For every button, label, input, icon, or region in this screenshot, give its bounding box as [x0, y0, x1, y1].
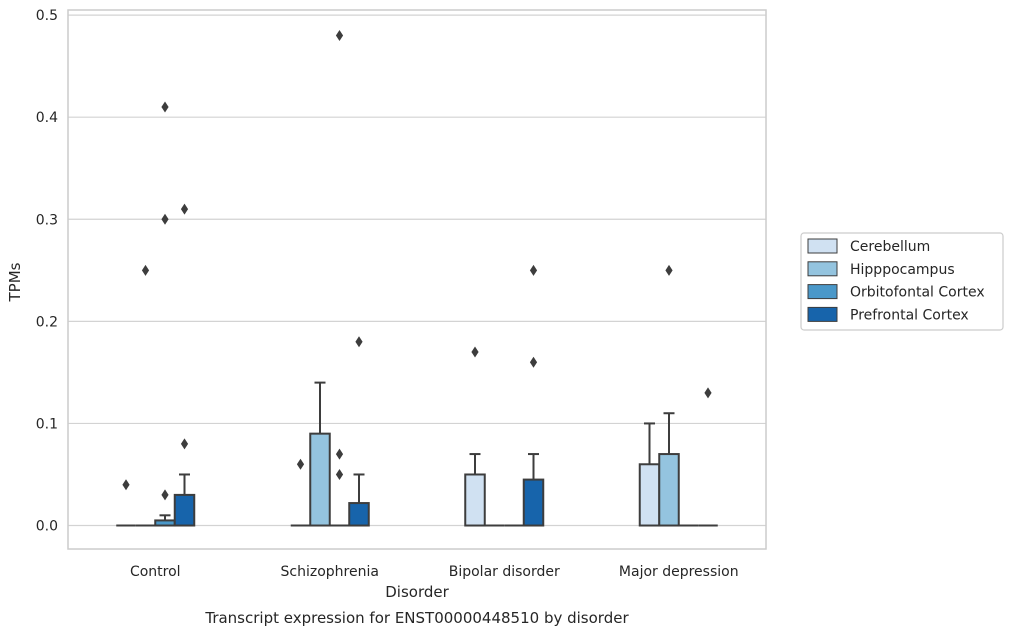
box-body: [522, 478, 545, 527]
outlier-point: [296, 458, 305, 470]
outlier-point: [180, 203, 189, 215]
x-axis-ticks: Control Schizophrenia Bipolar disorder Majo…: [130, 564, 739, 580]
box-orbitofontal-cortex: [154, 514, 176, 527]
legend-label: Prefrontal Cortex: [850, 307, 969, 323]
y-tick-label: 0.1: [36, 416, 58, 432]
outlier-point: [529, 264, 538, 276]
y-axis-label: TPMs: [6, 262, 24, 302]
legend-swatch: [807, 238, 838, 254]
box-hipppocampus: [658, 412, 680, 527]
outlier-point: [335, 468, 344, 480]
legend-swatch: [807, 306, 838, 322]
outlier-point: [471, 346, 479, 358]
outlier-point: [665, 264, 673, 276]
box-body: [154, 519, 176, 527]
box-body: [638, 463, 661, 527]
y-tick-label: 0.4: [36, 110, 58, 126]
legend-label: Cerebellum: [850, 239, 930, 255]
box-body: [309, 432, 331, 527]
outlier-point: [335, 30, 344, 42]
outlier-point: [355, 336, 363, 348]
x-tick-label: Major depression: [619, 564, 739, 580]
legend: Cerebellum Hipppocampus Orbitofontal Corte…: [800, 232, 1004, 331]
box-body: [173, 493, 196, 527]
plot-frame: [67, 9, 767, 550]
outlier-point: [529, 356, 538, 368]
box-prefrontal-cortex: [522, 453, 545, 527]
y-tick-label: 0.0: [36, 519, 58, 535]
outlier-point: [141, 264, 150, 276]
chart-caption: Transcript expression for ENST0000044851…: [204, 609, 629, 627]
outlier-point: [704, 387, 712, 399]
legend-label: Hipppocampus: [850, 262, 955, 278]
y-axis-ticks: 0.0 0.1 0.2 0.3 0.4 0.5: [36, 8, 58, 534]
x-tick-label: Control: [130, 564, 181, 580]
outlier-point: [161, 489, 169, 501]
outlier-point: [335, 448, 344, 460]
y-tick-label: 0.2: [36, 314, 58, 330]
box-body: [464, 473, 486, 527]
x-tick-label: Bipolar disorder: [449, 564, 560, 580]
y-tick-label: 0.5: [36, 8, 58, 24]
box-body: [658, 453, 680, 527]
legend-swatch: [807, 284, 838, 300]
x-axis-label: Disorder: [385, 583, 449, 601]
legend-swatch: [807, 261, 838, 277]
x-tick-label: Schizophrenia: [281, 564, 379, 580]
y-tick-label: 0.3: [36, 212, 58, 228]
outlier-point: [161, 101, 169, 113]
box-hipppocampus: [309, 381, 331, 527]
grid-lines: [68, 14, 766, 527]
box-cerebellum: [638, 422, 661, 527]
outlier-point: [161, 213, 169, 225]
box-prefrontal-cortex: [348, 473, 370, 527]
legend-frame: [800, 232, 1004, 331]
legend-label: Orbitofontal Cortex: [850, 285, 985, 301]
box-cerebellum: [464, 453, 486, 527]
box-prefrontal-cortex: [173, 473, 196, 527]
boxes-layer: [116, 381, 718, 527]
box-body: [348, 502, 370, 527]
outliers-layer: [122, 30, 712, 501]
outlier-point: [180, 438, 189, 450]
outlier-point: [122, 479, 130, 491]
